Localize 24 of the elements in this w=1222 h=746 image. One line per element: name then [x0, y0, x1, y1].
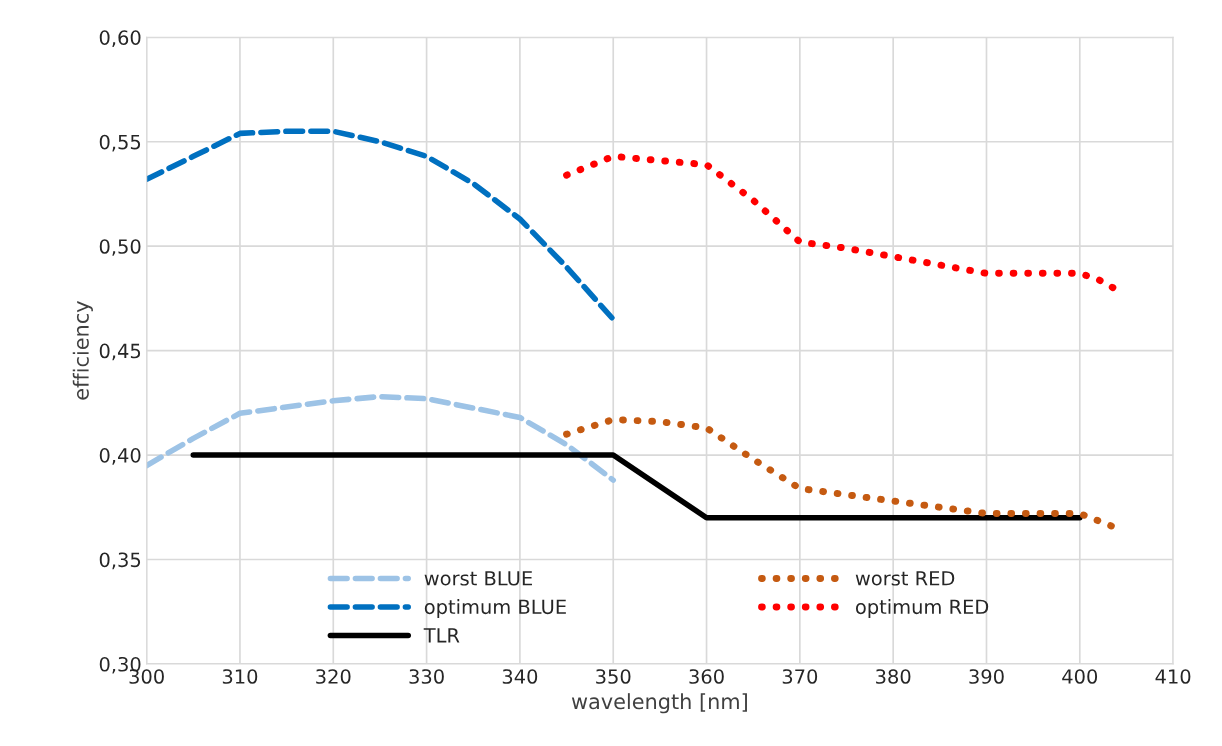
- x-tick-label: 350: [596, 669, 631, 684]
- legend-label: worst BLUE: [424, 571, 532, 586]
- x-tick-label: 310: [222, 669, 258, 684]
- y-tick-label: 0,35: [99, 552, 141, 570]
- legend-label: worst RED: [855, 571, 955, 586]
- x-tick-label: 330: [409, 669, 444, 684]
- legend-label: TLR: [423, 628, 460, 643]
- y-tick-label: 0,40: [99, 448, 141, 465]
- y-tick-label: 0,55: [99, 134, 141, 152]
- y-tick-label: 0,60: [99, 30, 141, 47]
- legend-label: optimum BLUE: [424, 599, 566, 618]
- x-tick-label: 380: [876, 669, 911, 684]
- x-tick-label: 390: [969, 669, 1004, 684]
- x-axis-title: wavelength [nm]: [571, 693, 747, 714]
- y-tick-label: 0,45: [99, 343, 141, 361]
- legend-label: optimum RED: [855, 599, 989, 618]
- x-tick-label: 370: [782, 669, 818, 684]
- x-tick-label: 400: [1062, 669, 1098, 684]
- y-tick-label: 0,50: [99, 239, 141, 256]
- y-axis-title: efficiency: [72, 301, 93, 400]
- x-tick-label: 410: [1155, 669, 1191, 684]
- x-tick-label: 340: [502, 669, 538, 684]
- x-tick-label: 320: [316, 669, 351, 684]
- x-tick-label: 360: [689, 669, 724, 684]
